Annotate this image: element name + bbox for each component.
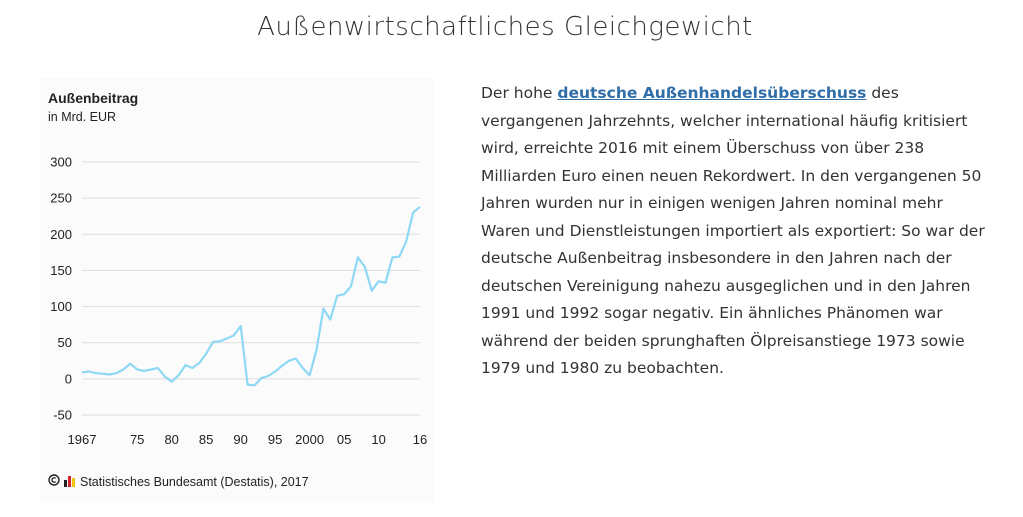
trade-surplus-link[interactable]: deutsche Außenhandelsüberschuss	[557, 84, 867, 102]
chart-title: Außenbeitrag	[48, 90, 139, 106]
page-title: Außenwirtschaftliches Gleichgewicht	[257, 12, 753, 42]
x-tick-label: 85	[199, 432, 213, 447]
chart-subtitle: in Mrd. EUR	[48, 110, 117, 124]
x-tick-label: 10	[371, 432, 385, 447]
x-tick-label: 80	[164, 432, 178, 447]
x-tick-label: 75	[130, 432, 144, 447]
x-tick-label: 2000	[295, 432, 324, 447]
series-line	[81, 205, 421, 387]
copyright-icon	[48, 474, 60, 489]
x-tick-label: 95	[268, 432, 282, 447]
x-tick-label: 90	[233, 432, 247, 447]
x-tick-label: 1967	[68, 432, 97, 447]
x-tick-label: 05	[337, 432, 351, 447]
chart-source-text: Statistisches Bundesamt (Destatis), 2017	[80, 474, 309, 489]
y-tick-label: 200	[50, 227, 72, 242]
y-tick-label: -50	[53, 408, 72, 423]
y-tick-label: 0	[65, 371, 72, 386]
chart-panel: Außenbeitrag in Mrd. EUR 300 250 200 150 100…	[40, 78, 435, 503]
y-tick-label: 100	[50, 299, 72, 314]
y-tick-label: 300	[50, 155, 72, 170]
x-tick-label: 16	[413, 432, 427, 447]
destatis-logo-icon	[64, 476, 76, 487]
y-tick-label: 150	[50, 263, 72, 278]
line-chart: 300 250 200 150 100 50 0 -50 1967 75 80 85 90 95 2000 0…	[50, 155, 427, 448]
y-tick-label: 50	[58, 335, 72, 350]
article-text-body: des vergangenen Jahrzehnts, welcher inte…	[481, 84, 985, 377]
article-text-intro: Der hohe	[481, 84, 558, 102]
y-tick-label: 250	[50, 191, 72, 206]
chart-source: Statistisches Bundesamt (Destatis), 2017	[48, 474, 309, 489]
article-text: Der hohe deutsche Außenhandelsüberschuss…	[481, 80, 986, 383]
